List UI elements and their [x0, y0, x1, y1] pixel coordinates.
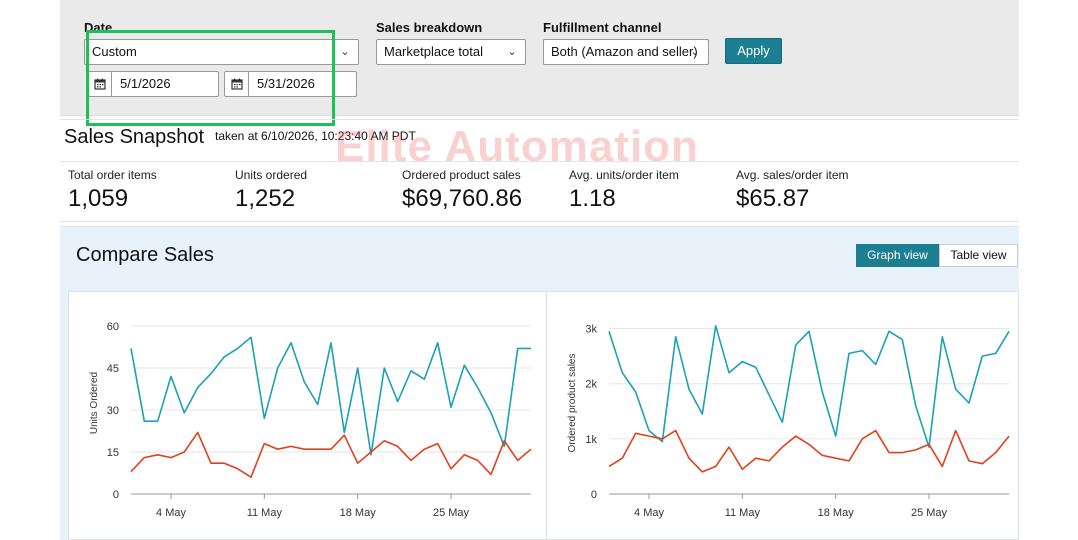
metric-avg-sales-per-order-item: Avg. sales/order item $65.87: [736, 168, 849, 213]
ordered-product-sales-chart-svg: 0 1k 2k 3k 4 May 11 May 18 May 25 May Ordered pr…: [567, 324, 1010, 519]
date-range-select[interactable]: Custom ⌄: [84, 39, 359, 65]
y-tick-label: 15: [107, 447, 119, 459]
sales-y-axis-label: Ordered product sales: [567, 354, 578, 453]
sales-breakdown-value: Marketplace total: [384, 44, 483, 59]
metric-value: 1.18: [569, 185, 616, 212]
x-tick-label: 11 May: [247, 507, 283, 519]
y-tick-label: 60: [107, 321, 119, 333]
metric-label: Avg. units/order item: [569, 168, 679, 182]
ordered-product-sales-chart: 0 1k 2k 3k 4 May 11 May 18 May 25 May Ordered pr…: [546, 291, 1019, 540]
metric-label: Ordered product sales: [402, 168, 521, 182]
sales-breakdown-select[interactable]: Marketplace total ⌄: [376, 39, 526, 65]
calendar-icon[interactable]: [88, 72, 112, 96]
y-tick-label: 0: [591, 489, 597, 501]
divider: [60, 221, 1019, 222]
y-tick-label: 1k: [585, 434, 597, 446]
date-range-value: Custom: [92, 44, 137, 59]
y-tick-label: 3k: [585, 324, 597, 336]
metric-ordered-product-sales: Ordered product sales $69,760.86: [402, 168, 522, 213]
teal-series-line: [130, 336, 531, 456]
x-tick-label: 18 May: [818, 507, 855, 519]
chevron-down-icon: ⌄: [690, 46, 700, 58]
metric-total-order-items: Total order items 1,059: [68, 168, 157, 213]
x-tick-label: 4 May: [156, 507, 186, 519]
y-tick-label: 45: [107, 363, 119, 375]
red-series-line: [130, 431, 532, 478]
x-tick-label: 25 May: [911, 507, 948, 519]
units-y-axis-label: Units Ordered: [89, 372, 100, 434]
units-ordered-chart-svg: 0 15 30 45 60 4 May 11 May 18 May 25 May Units Or…: [89, 321, 532, 519]
units-ordered-chart: 0 15 30 45 60 4 May 11 May 18 May 25 May Units Or…: [68, 291, 547, 540]
fulfillment-channel-select[interactable]: Both (Amazon and seller) ⌄: [543, 39, 709, 65]
x-tick-label: 25 May: [433, 507, 470, 519]
chevron-down-icon: ⌄: [507, 46, 517, 58]
divider: [60, 119, 1019, 120]
graph-view-button[interactable]: Graph view: [856, 244, 939, 267]
teal-series-line: [608, 324, 1010, 448]
y-tick-label: 2k: [585, 379, 597, 391]
fulfillment-channel-value: Both (Amazon and seller): [551, 44, 698, 59]
compare-sales-title: Compare Sales: [76, 244, 214, 266]
snapshot-timestamp: taken at 6/10/2026, 10:23:40 AM PDT: [215, 129, 416, 143]
y-tick-label: 0: [113, 489, 119, 501]
start-date-value: 5/1/2026: [120, 76, 171, 91]
watermark: Elite Automation: [335, 122, 699, 171]
fulfillment-channel-label: Fulfillment channel: [543, 20, 662, 35]
calendar-icon[interactable]: [225, 72, 249, 96]
red-series-line: [608, 429, 1010, 473]
metric-label: Avg. sales/order item: [736, 168, 849, 182]
end-date-value: 5/31/2026: [257, 76, 315, 91]
x-tick-label: 11 May: [725, 507, 761, 519]
apply-button[interactable]: Apply: [725, 38, 782, 64]
sales-snapshot-title: Sales Snapshot: [64, 126, 205, 148]
start-date-field[interactable]: 5/1/2026: [87, 71, 219, 97]
divider: [60, 161, 1019, 162]
metric-units-ordered: Units ordered 1,252: [235, 168, 307, 213]
table-view-button[interactable]: Table view: [939, 244, 1018, 267]
metric-value: 1,252: [235, 185, 296, 212]
x-tick-label: 4 May: [634, 507, 664, 519]
date-filter-label: Date: [84, 20, 113, 35]
metric-value: 1,059: [68, 185, 129, 212]
y-tick-label: 30: [107, 405, 119, 417]
metric-label: Total order items: [68, 168, 157, 182]
sales-breakdown-label: Sales breakdown: [376, 20, 483, 35]
x-tick-label: 18 May: [340, 507, 377, 519]
metric-avg-units-per-order-item: Avg. units/order item 1.18: [569, 168, 679, 213]
metric-value: $69,760.86: [402, 185, 523, 212]
metric-value: $65.87: [736, 185, 810, 212]
end-date-field[interactable]: 5/31/2026: [224, 71, 357, 97]
metric-label: Units ordered: [235, 168, 308, 182]
chevron-down-icon: ⌄: [340, 46, 350, 58]
